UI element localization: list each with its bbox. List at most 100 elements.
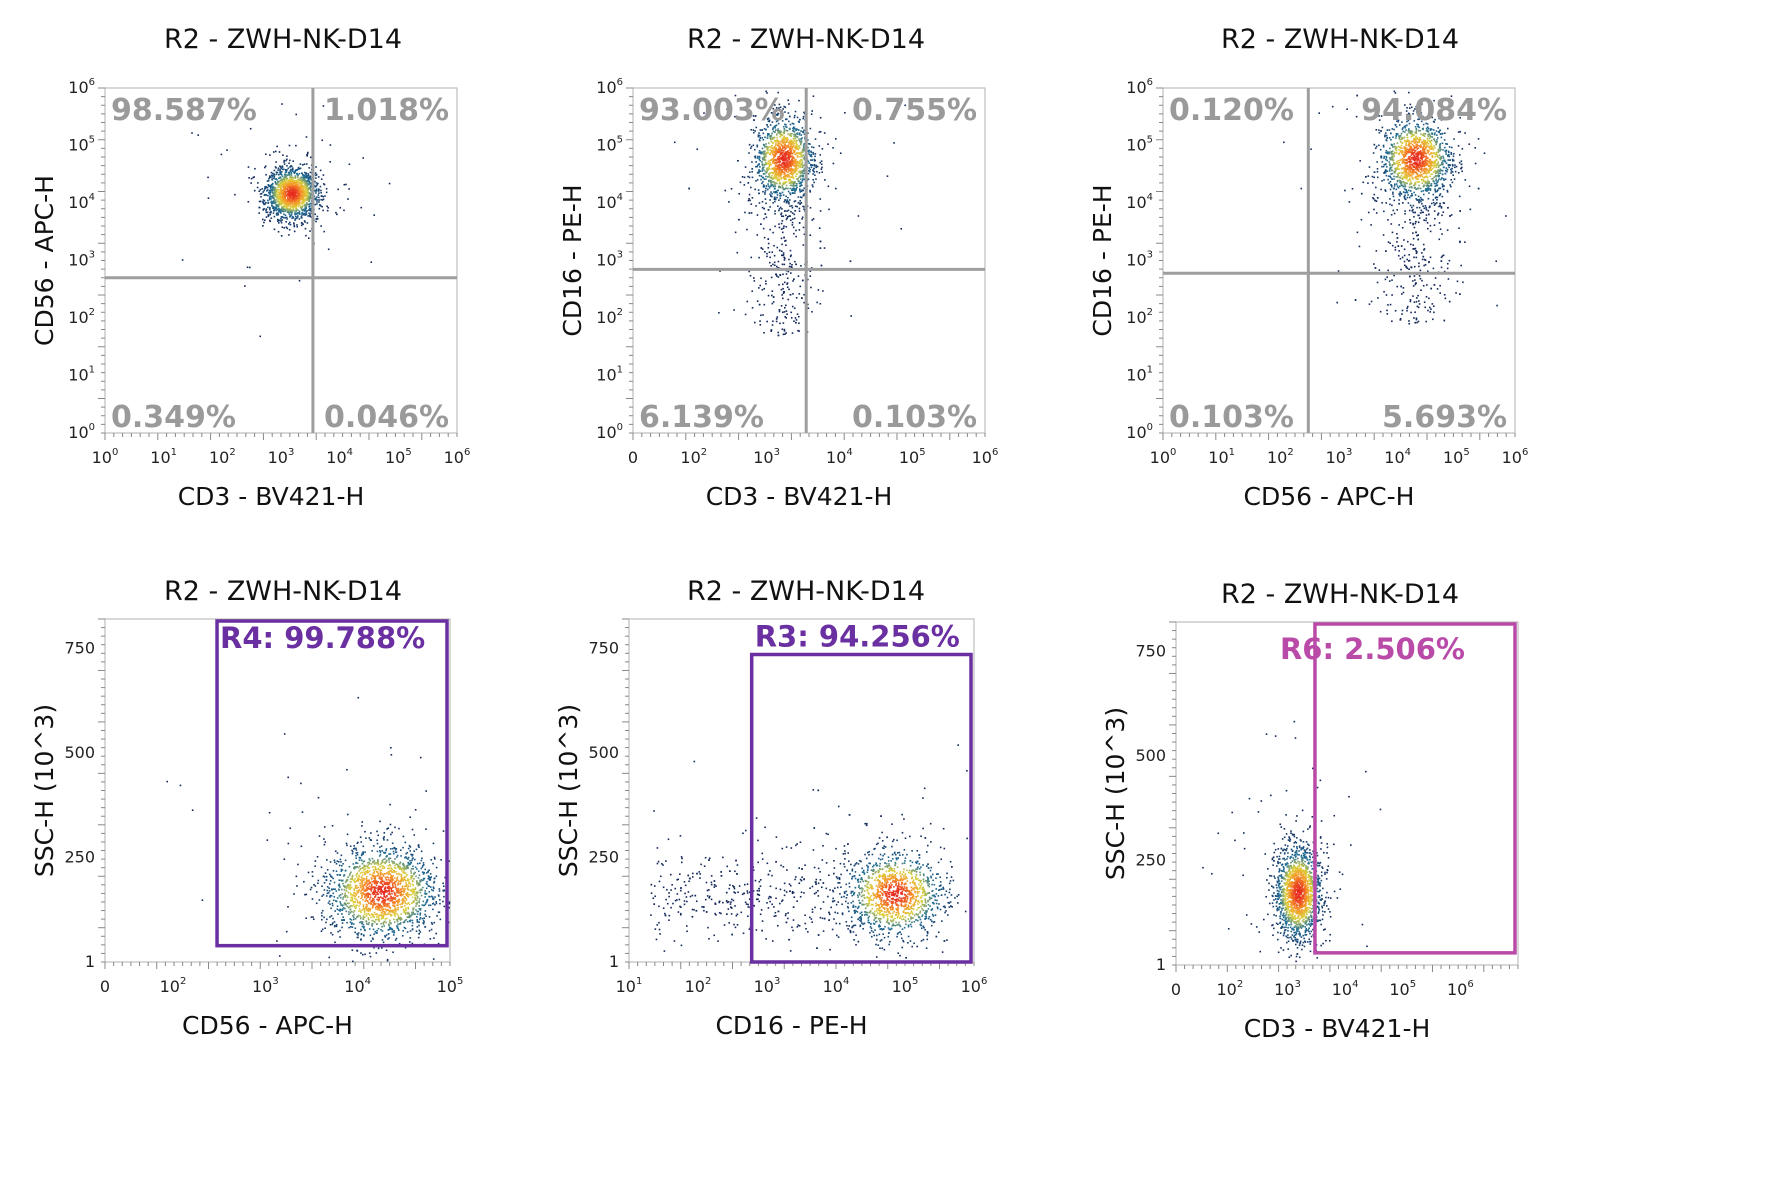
event-dot bbox=[290, 199, 292, 202]
event-dot bbox=[781, 146, 784, 149]
event-dot bbox=[1421, 134, 1424, 137]
event-dot bbox=[802, 154, 805, 157]
event-dot bbox=[1408, 209, 1411, 212]
event-dot bbox=[191, 132, 193, 134]
event-dot bbox=[1412, 165, 1415, 167]
event-dot bbox=[792, 145, 795, 147]
event-dot bbox=[293, 209, 295, 212]
event-dot bbox=[1393, 175, 1395, 178]
event-dot bbox=[280, 235, 283, 237]
event-dot bbox=[765, 178, 767, 180]
event-dot bbox=[285, 216, 288, 219]
event-dot bbox=[301, 178, 303, 180]
event-dot bbox=[757, 189, 760, 191]
event-dot bbox=[1441, 195, 1444, 198]
event-dot bbox=[281, 189, 284, 192]
event-dot bbox=[759, 166, 761, 168]
event-dot bbox=[297, 187, 299, 189]
event-dot bbox=[775, 190, 778, 193]
event-dot bbox=[794, 317, 797, 319]
event-dot bbox=[309, 156, 312, 159]
event-dot bbox=[303, 174, 306, 177]
event-dot bbox=[1403, 125, 1406, 128]
event-dot bbox=[743, 184, 746, 186]
event-dot bbox=[1419, 150, 1422, 152]
event-dot bbox=[292, 160, 294, 162]
event-dot bbox=[293, 225, 296, 228]
event-dot bbox=[734, 94, 737, 97]
event-dot bbox=[274, 199, 276, 202]
event-dot bbox=[1418, 265, 1420, 268]
event-dot bbox=[308, 176, 311, 178]
event-dot bbox=[1414, 141, 1416, 143]
event-dot bbox=[755, 205, 757, 207]
event-dot bbox=[1433, 133, 1436, 136]
event-dot bbox=[1416, 305, 1419, 308]
event-dot bbox=[289, 166, 291, 168]
event-dot bbox=[778, 179, 781, 182]
event-dot bbox=[1435, 130, 1438, 132]
event-dot bbox=[291, 199, 294, 201]
event-dot bbox=[791, 189, 793, 192]
event-dot bbox=[792, 126, 795, 129]
event-dot bbox=[1417, 178, 1420, 180]
event-dot bbox=[1425, 129, 1428, 132]
event-dot bbox=[771, 294, 773, 297]
event-dot bbox=[281, 170, 283, 173]
event-dot bbox=[763, 178, 766, 180]
event-dot bbox=[780, 177, 783, 180]
event-dot bbox=[783, 161, 786, 164]
event-dot bbox=[809, 191, 812, 193]
event-dot bbox=[267, 201, 270, 204]
x-tick-label: 106 bbox=[1502, 447, 1529, 467]
event-dot bbox=[1450, 178, 1452, 181]
event-dot bbox=[1385, 139, 1388, 141]
event-dot bbox=[785, 159, 788, 161]
event-dot bbox=[761, 152, 763, 155]
event-dot bbox=[785, 147, 788, 149]
event-dot bbox=[790, 141, 793, 144]
event-dot bbox=[1422, 199, 1424, 201]
event-dot bbox=[763, 153, 765, 155]
event-dot bbox=[1427, 133, 1429, 136]
event-dot bbox=[292, 202, 295, 204]
event-dot bbox=[262, 225, 264, 227]
event-dot bbox=[1403, 260, 1406, 263]
event-dot bbox=[276, 212, 278, 215]
event-dot bbox=[750, 256, 753, 259]
event-dot bbox=[1406, 240, 1409, 243]
event-dot bbox=[767, 246, 770, 249]
event-dot bbox=[293, 199, 296, 201]
event-dot bbox=[812, 185, 814, 188]
y-tick-label: 103 bbox=[1126, 250, 1153, 270]
event-dot bbox=[777, 156, 780, 158]
event-dot bbox=[271, 196, 274, 199]
event-dot bbox=[298, 183, 300, 185]
event-dot bbox=[767, 238, 770, 240]
event-dot bbox=[787, 154, 790, 157]
event-dot bbox=[285, 199, 287, 202]
event-dot bbox=[809, 168, 811, 171]
event-dot bbox=[1406, 107, 1408, 109]
event-dot bbox=[278, 196, 280, 198]
event-dot bbox=[771, 183, 773, 186]
event-dot bbox=[266, 180, 269, 182]
quadrant-lower-right-percent: 0.103% bbox=[852, 400, 977, 435]
event-dot bbox=[781, 144, 783, 147]
event-dot bbox=[787, 187, 789, 190]
event-dot bbox=[781, 283, 784, 286]
event-dot bbox=[290, 200, 293, 203]
event-dot bbox=[279, 171, 281, 174]
event-dot bbox=[1406, 191, 1409, 194]
event-dot bbox=[1474, 147, 1477, 149]
event-dot bbox=[1420, 144, 1422, 146]
event-dot bbox=[799, 188, 801, 191]
event-dot bbox=[791, 182, 793, 184]
event-dot bbox=[782, 139, 784, 141]
event-dot bbox=[802, 149, 805, 152]
event-dot bbox=[788, 157, 791, 159]
event-dot bbox=[782, 158, 785, 161]
event-dot bbox=[322, 198, 325, 201]
event-dot bbox=[779, 186, 782, 189]
event-dot bbox=[286, 201, 288, 204]
